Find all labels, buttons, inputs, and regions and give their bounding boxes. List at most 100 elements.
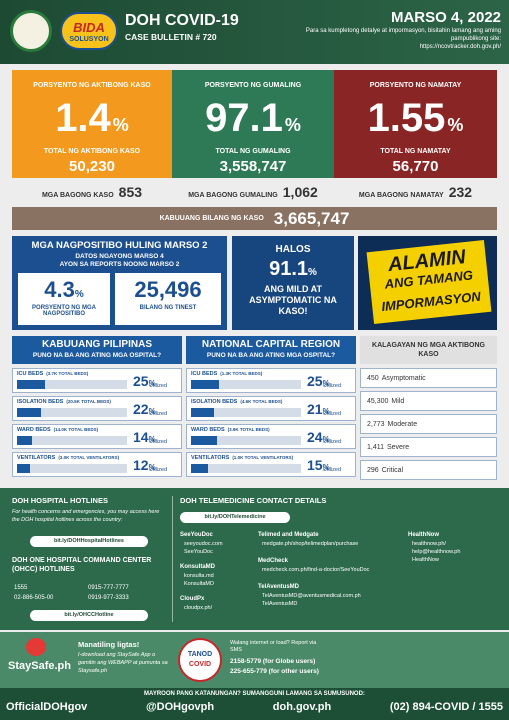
hospital-row: WARD BEDS (14.0K TOTAL BEDS) 14% Utilized xyxy=(12,424,182,449)
bed-type: ICU BEDS xyxy=(191,371,218,377)
sms-title: Walang internet or load? Report via SMS xyxy=(230,640,317,653)
provider-name: HealthNow xyxy=(408,532,440,538)
provider-name: CloudPx xyxy=(180,596,205,602)
telemedicine-link: bit.ly/DOHTelemedicine xyxy=(180,512,290,523)
stat-count: 56,770 xyxy=(392,158,439,175)
bed-total: (20.5K TOTAL BEDS) xyxy=(66,399,111,404)
row-percent: 24% xyxy=(307,429,355,447)
doh-seal xyxy=(10,10,52,52)
stat-unit: % xyxy=(112,115,129,135)
bar-fill xyxy=(191,464,208,473)
header: BIDA SOLUSYON DOH COVID-19 CASE BULLETIN # … xyxy=(0,0,509,64)
staysafe-logo: StaySafe.ph xyxy=(8,660,71,672)
provider-name: SeeYouDoc xyxy=(180,532,213,538)
mild-unit: % xyxy=(308,267,317,278)
footer: MAYROON PANG KATANUNGAN? SUMANGGUNI LAMA… xyxy=(0,688,509,720)
new-value: 232 xyxy=(448,184,473,200)
provider-item: SeeYouDoc xyxy=(184,549,213,555)
provider-item: cloudpx.ph/ xyxy=(184,605,213,611)
new-label: MGA BAGONG NAMATAY xyxy=(358,192,444,199)
utilized: Utilized xyxy=(149,467,168,473)
logo-subtitle: SOLUSYON xyxy=(69,36,109,43)
bulletin: CASE BULLETIN # 720 xyxy=(125,32,217,42)
hospital-subtitle: PUNO NA BA ANG ATING MGA OSPITAL? xyxy=(206,352,336,359)
staysafe-section: StaySafe.ph Manatiling ligtas! I-download … xyxy=(0,632,509,688)
row-label: ICU BEDS (1.3K TOTAL BEDS) xyxy=(191,371,262,377)
utilized: Utilized xyxy=(323,411,342,417)
utilized: Utilized xyxy=(323,439,342,445)
rate-box: 4.3% PORSYENTO NG MGA NAGPOSITIBO xyxy=(18,273,110,325)
new-case: MGA BAGONG GUMALING 1,062 xyxy=(172,184,334,204)
bed-type: ISOLATION BEDS xyxy=(17,399,64,405)
stat-label: PORSYENTO NG NAMATAY xyxy=(369,82,462,89)
row-label: VENTILATORS (1.0K TOTAL VENTILATORS) xyxy=(191,455,293,461)
row-label: ICU BEDS (3.7K TOTAL BEDS) xyxy=(17,371,88,377)
url: https://ncovtracker.doh.gov.ph/ xyxy=(419,44,501,50)
bed-type: ICU BEDS xyxy=(17,371,44,377)
row-label: ISOLATION BEDS (4.6K TOTAL BEDS) xyxy=(191,399,282,405)
tanod-text: COVID xyxy=(188,661,212,668)
positivity-subtitle: DATOS NGAYONG MARSO 4 xyxy=(75,253,164,260)
tested-box: 25,496 BILANG NG TINEST xyxy=(115,273,221,325)
active-row: 1,411 Severe xyxy=(360,437,497,457)
stat-box: PORSYENTO NG AKTIBONG KASO 1.4% TOTAL NG A… xyxy=(12,70,172,178)
campaign-line: IMPORMASYON xyxy=(380,288,482,315)
percent: 15 xyxy=(307,457,323,473)
percent: 22 xyxy=(133,401,149,417)
stat-percent: 1.4 xyxy=(55,96,111,140)
utilized: Utilized xyxy=(323,467,342,473)
active-status: Asymptomatic xyxy=(381,374,426,382)
hospital-row: ISOLATION BEDS (20.5K TOTAL BEDS) 22% Utili… xyxy=(12,396,182,421)
stat-value: 97.1% xyxy=(172,96,334,141)
stat-value: 1.55% xyxy=(334,96,497,141)
hospital-row: ICU BEDS (3.7K TOTAL BEDS) 25% Utilized xyxy=(12,368,182,393)
bed-total: (1.3K TOTAL BEDS) xyxy=(220,371,263,376)
bar-track xyxy=(191,380,301,389)
stat-unit: % xyxy=(284,115,301,135)
campaign-banner: ALAMIN ANG TAMANG IMPORMASYON xyxy=(366,240,492,324)
rate-label: PORSYENTO NG MGA NAGPOSITIBO xyxy=(32,305,96,317)
provider-item: help@healthnow.ph xyxy=(412,549,461,555)
row-label: ISOLATION BEDS (20.5K TOTAL BEDS) xyxy=(17,399,111,405)
active-status: Severe xyxy=(387,443,410,451)
provider-item: TelAventusMD@aventusmedical.com.ph xyxy=(262,593,361,599)
bar-fill xyxy=(191,380,219,389)
bed-type: WARD BEDS xyxy=(17,427,51,433)
stat-percent: 97.1 xyxy=(205,96,283,140)
hospital-row: VENTILATORS (1.0K TOTAL VENTILATORS) 15% Ut… xyxy=(186,452,356,477)
stat-sublabel: TOTAL NG NAMATAY xyxy=(380,148,451,155)
stat-unit: % xyxy=(447,115,464,135)
footer-phone: (02) 894-COVID / 1555 xyxy=(389,701,503,713)
mild-lead: HALOS xyxy=(275,244,311,255)
footer-facebook: OfficialDOHgov xyxy=(6,701,88,713)
bar-track xyxy=(17,380,127,389)
row-percent: 21% xyxy=(307,401,355,419)
provider-name: MedCheck xyxy=(258,558,289,564)
bed-type: VENTILATORS xyxy=(17,455,56,461)
percent-unit: % xyxy=(148,379,156,388)
mild-text: ANG MILD AT ASYMPTOMATIC NA KASO! xyxy=(249,284,337,316)
campaign-panel: ALAMIN ANG TAMANG IMPORMASYON xyxy=(358,236,497,330)
percent: 12 xyxy=(133,457,149,473)
bar-fill xyxy=(191,436,218,445)
active-status: Mild xyxy=(391,397,405,405)
percent-unit: % xyxy=(148,407,156,416)
new-label: MGA BAGONG KASO xyxy=(41,192,114,199)
provider-item: TelAventusMD xyxy=(262,601,298,607)
ohcc-title: DOH ONE HOSPITAL COMMAND CENTER (OHCC) H… xyxy=(12,557,152,573)
hospital-title: NATIONAL CAPITAL REGION xyxy=(201,339,341,350)
bar-fill xyxy=(17,436,33,445)
percent: 25 xyxy=(307,373,323,389)
hotline-number: 0919-977-3333 xyxy=(88,595,129,601)
row-percent: 15% xyxy=(307,457,355,475)
provider-item: HealthNow xyxy=(412,557,439,563)
percent-unit: % xyxy=(322,407,330,416)
bar-track xyxy=(191,408,301,417)
active-count: 2,773 xyxy=(367,420,385,428)
hospital-row: ICU BEDS (1.3K TOTAL BEDS) 25% Utilized xyxy=(186,368,356,393)
new-value: 1,062 xyxy=(282,184,318,200)
provider-item: healthnow.ph/ xyxy=(412,541,446,547)
active-status: Moderate xyxy=(387,420,418,428)
row-percent: 22% xyxy=(133,401,181,419)
